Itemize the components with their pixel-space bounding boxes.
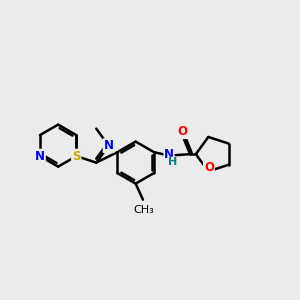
Text: S: S bbox=[72, 150, 81, 163]
Text: O: O bbox=[178, 125, 188, 138]
Text: CH₃: CH₃ bbox=[133, 205, 154, 215]
Text: N: N bbox=[35, 150, 45, 163]
Text: H: H bbox=[169, 157, 178, 167]
Text: N: N bbox=[164, 148, 174, 161]
Text: O: O bbox=[204, 161, 214, 174]
Text: N: N bbox=[103, 139, 114, 152]
